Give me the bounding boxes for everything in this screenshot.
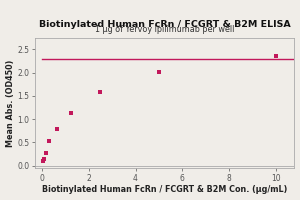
Point: [69, 112, 74, 115]
X-axis label: Biotinylated Human FcRn / FCGRT & B2M Con. (μg/mL): Biotinylated Human FcRn / FCGRT & B2M Co…: [42, 185, 287, 194]
Point: [40, 160, 45, 163]
Point: [273, 55, 278, 58]
Point: [44, 152, 48, 155]
Point: [41, 157, 46, 160]
Point: [54, 127, 59, 130]
Y-axis label: Mean Abs. (OD450): Mean Abs. (OD450): [6, 59, 15, 147]
Text: 1 μg of Yervoy Ipilimumab per well: 1 μg of Yervoy Ipilimumab per well: [95, 25, 234, 34]
Point: [157, 70, 161, 73]
Point: [98, 90, 103, 93]
Title: Biotinylated Human FcRn / FCGRT & B2M ELISA: Biotinylated Human FcRn / FCGRT & B2M EL…: [39, 20, 291, 29]
Point: [47, 139, 52, 142]
